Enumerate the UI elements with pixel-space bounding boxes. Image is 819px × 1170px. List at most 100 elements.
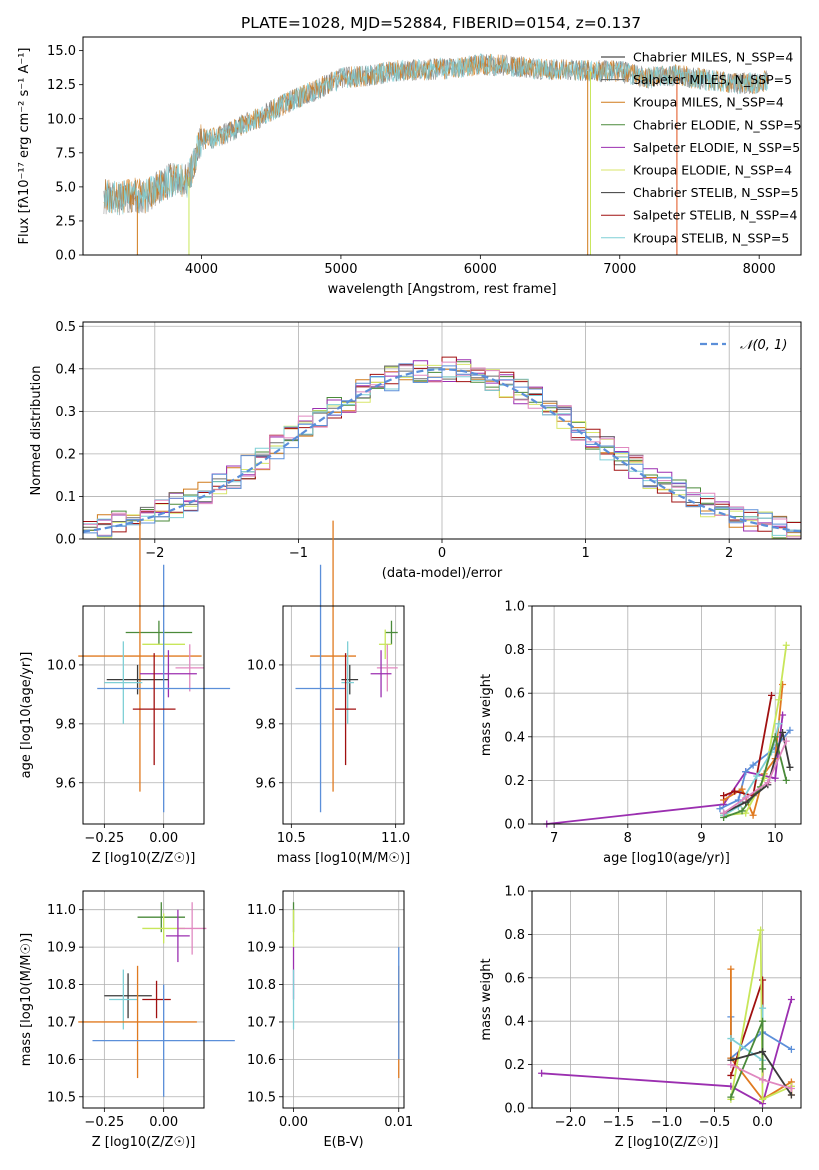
data-point-marker <box>731 787 739 795</box>
data-point-marker <box>759 1095 767 1103</box>
y-tick-label: 0.5 <box>55 320 76 335</box>
data-point-marker <box>749 811 757 819</box>
y-tick-label: 11.0 <box>247 903 276 918</box>
data-point-marker <box>749 761 757 769</box>
axes-frame <box>531 605 802 825</box>
y-tick-label: 10.7 <box>47 1015 76 1030</box>
x-tick-label: 0.0 <box>752 1115 773 1130</box>
x-axis-label: Z [log10(Z/Z☉)] <box>615 1135 719 1150</box>
x-tick-label: 11.0 <box>381 831 410 846</box>
y-tick-label: 15.0 <box>47 44 76 59</box>
mass-vs-metallicity-panel: −0.25 0.00 10.5 10.6 10.7 10.8 10.9 11.0 Z [log1… <box>19 890 235 1150</box>
y-tick-label: 0.0 <box>55 533 76 548</box>
x-tick-label: −0.25 <box>84 1115 124 1130</box>
y-tick-label: 12.5 <box>47 78 76 93</box>
age-vs-metallicity-panel: −0.25 0.00 9.6 9.8 10.0 Z [log10(Z/Z☉)] age [l… <box>19 520 231 866</box>
y-tick-label: 0.0 <box>55 249 76 264</box>
x-tick-label: 9 <box>697 831 705 846</box>
series-line <box>723 684 784 819</box>
y-tick-label: 9.6 <box>55 776 76 791</box>
y-tick-label: 9.8 <box>55 717 76 732</box>
data-point-marker <box>782 641 790 649</box>
data-point-marker <box>716 805 724 813</box>
data-point-marker <box>742 794 750 802</box>
data-point-marker <box>759 976 767 984</box>
x-tick-label: −2.0 <box>555 1115 587 1130</box>
data-point-marker <box>768 691 776 699</box>
x-tick-label: 0.00 <box>149 1115 178 1130</box>
mass-weight-vs-metallicity-panel: −2.0 −1.5 −1.0 −0.5 0.0 0.0 0.2 0.4 0.6 0.8 1.0 Z [… <box>479 885 802 1150</box>
mass-vs-extinction-panel: 0.00 0.01 10.5 10.6 10.7 10.8 10.9 11.0 E(B-V) <box>247 890 413 1150</box>
data-point-marker <box>727 1035 735 1043</box>
x-tick-label: 6000 <box>464 262 497 277</box>
y-tick-label: 0.2 <box>55 447 76 462</box>
x-axis-label: age [log10(age/yr)] <box>603 851 730 866</box>
y-tick-label: 0.3 <box>55 405 76 420</box>
y-tick-label: 0.4 <box>504 1015 525 1030</box>
axes-frame <box>282 890 405 1109</box>
legend-label: Salpeter STELIB, N_SSP=4 <box>633 208 798 223</box>
data-point-marker <box>787 1045 795 1053</box>
y-tick-label: 0.4 <box>504 730 525 745</box>
x-tick-label: 8 <box>624 831 632 846</box>
y-tick-label: 0.0 <box>504 818 525 833</box>
y-tick-label: 9.8 <box>255 717 276 732</box>
legend-label: Salpeter ELODIE, N_SSP=5 <box>633 140 800 155</box>
data-point-marker <box>764 779 772 787</box>
axes-frame <box>82 36 802 256</box>
y-tick-label: 10.6 <box>247 1053 276 1068</box>
y-axis-label: age [log10(age/yr)] <box>19 652 34 779</box>
data-point-marker <box>787 996 795 1003</box>
series-line <box>730 929 792 1101</box>
x-tick-label: −0.25 <box>84 831 124 846</box>
axes-frame <box>282 605 405 825</box>
x-axis-label: Z [log10(Z/Z☉)] <box>92 1135 196 1150</box>
data-point-marker <box>742 768 750 776</box>
legend-label: 𝒩(0, 1) <box>740 338 787 353</box>
legend-label: Chabrier STELIB, N_SSP=5 <box>633 185 799 200</box>
x-tick-label: 10.5 <box>277 831 306 846</box>
y-axis-label: mass weight <box>479 958 494 1040</box>
histogram-step <box>83 363 801 537</box>
data-point-marker <box>720 809 728 817</box>
data-point-marker <box>727 1061 735 1069</box>
data-point-marker <box>759 1017 767 1025</box>
x-tick-label: 10 <box>767 831 784 846</box>
x-tick-label: −1 <box>289 546 308 561</box>
data-point-marker <box>759 1048 767 1056</box>
y-tick-label: 0.8 <box>504 643 525 658</box>
data-point-marker <box>771 774 779 782</box>
legend-label: Chabrier ELODIE, N_SSP=5 <box>633 117 802 132</box>
x-tick-label: −1.0 <box>651 1115 683 1130</box>
data-point-marker <box>738 807 746 815</box>
legend-label: Salpeter MILES, N_SSP=5 <box>633 72 792 87</box>
data-point-marker <box>753 772 761 780</box>
x-axis-label: (data-model)/error <box>382 566 503 581</box>
y-tick-label: 10.9 <box>47 941 76 956</box>
y-tick-label: 9.6 <box>255 776 276 791</box>
axes-frame <box>82 890 205 1109</box>
y-tick-label: 10.8 <box>47 978 76 993</box>
series-line <box>541 999 793 1106</box>
x-tick-label: 0.00 <box>149 831 178 846</box>
data-point-marker <box>786 763 794 771</box>
data-point-marker <box>782 776 790 784</box>
y-axis-label: Normed distribution <box>29 366 44 496</box>
y-tick-label: 10.0 <box>47 658 76 673</box>
x-tick-label: −2 <box>145 546 164 561</box>
y-tick-label: 5.0 <box>55 180 76 195</box>
data-point-marker <box>787 1084 795 1092</box>
age-vs-mass-panel: 10.5 11.0 9.6 9.8 10.0 mass [log10(M/M☉)] <box>247 520 410 866</box>
x-tick-label: −1.5 <box>603 1115 635 1130</box>
x-tick-label: 0 <box>438 546 446 561</box>
normal-curve <box>82 368 802 533</box>
y-tick-label: 10.0 <box>247 658 276 673</box>
y-tick-label: 10.8 <box>247 978 276 993</box>
mass-weight-vs-age-panel: 7 8 9 10 0.0 0.2 0.4 0.6 0.8 1.0 age [log10(age/yr… <box>479 600 802 866</box>
data-point-marker <box>727 1093 735 1101</box>
data-point-marker <box>786 726 794 734</box>
data-point-marker <box>775 696 783 704</box>
x-axis-label: mass [log10(M/M☉)] <box>277 851 410 866</box>
y-tick-label: 10.7 <box>247 1015 276 1030</box>
x-tick-label: 2 <box>725 546 733 561</box>
